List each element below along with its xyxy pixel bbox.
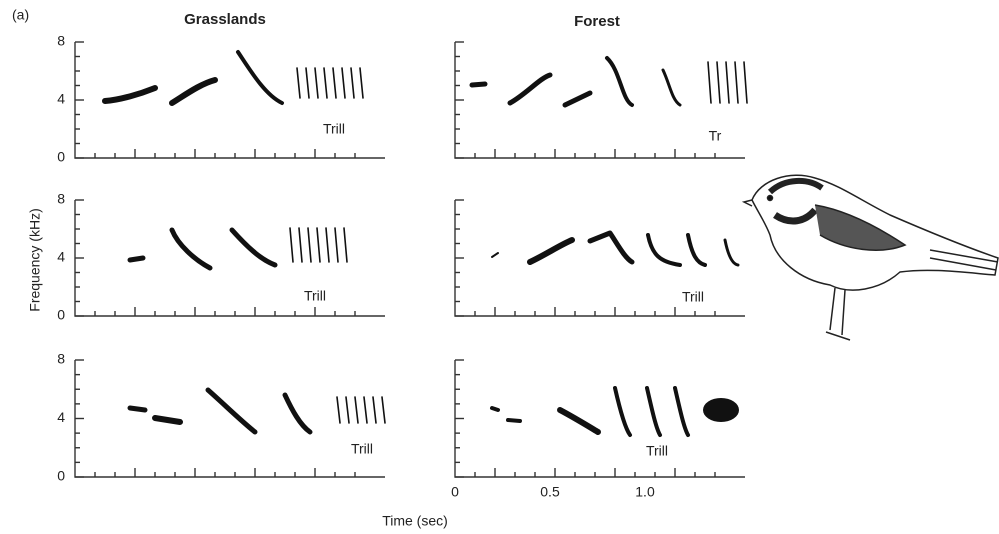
column-title: Forest — [574, 13, 620, 30]
spectrogram-note — [507, 72, 553, 106]
spectrogram-note — [557, 407, 601, 435]
trill-stroke — [298, 227, 303, 263]
y-tick-label: 8 — [57, 191, 65, 207]
trill-stroke — [305, 67, 310, 99]
figure-label: (a) — [12, 7, 29, 23]
spectrogram-note — [673, 386, 690, 437]
panel-annotation: Trill — [682, 289, 704, 305]
trill-stroke — [316, 227, 321, 263]
column-title: Grasslands — [184, 11, 266, 28]
spectrogram-note — [506, 418, 522, 423]
x-tick-label: 0.5 — [540, 484, 560, 500]
y-tick-label: 0 — [57, 149, 65, 165]
trill-stroke — [381, 396, 386, 424]
x-tick-label: 1.0 — [635, 484, 655, 500]
spectrogram-note — [127, 255, 146, 263]
spectrogram-note — [587, 230, 635, 265]
y-tick-label: 4 — [57, 91, 65, 107]
axis — [454, 42, 745, 159]
panel-annotation: Trill — [646, 443, 668, 459]
trill-stroke — [725, 61, 730, 104]
trill-stroke — [354, 396, 359, 424]
spectrogram-note — [605, 56, 634, 107]
spectrogram-note — [229, 227, 278, 268]
trill-stroke — [332, 67, 337, 99]
spectrogram-note — [102, 85, 158, 104]
panel-annotation: Tr — [709, 128, 722, 144]
bird-illustration — [741, 174, 999, 341]
axis — [74, 200, 385, 317]
trill-stroke — [334, 227, 339, 263]
spectrogram-note — [686, 233, 707, 267]
y-axis-title: Frequency (kHz) — [27, 208, 43, 311]
trill-stroke — [296, 67, 301, 99]
spectrogram-note — [490, 406, 500, 412]
trill-stroke — [372, 396, 377, 424]
spectrogram-note — [703, 398, 739, 422]
y-tick-label: 4 — [57, 409, 65, 425]
trill-stroke — [363, 396, 368, 424]
spectrogram-note — [169, 77, 218, 106]
y-tick-label: 0 — [57, 307, 65, 323]
spectrogram-note — [169, 227, 213, 271]
spectrogram-note — [152, 415, 183, 425]
spectrogram-note — [527, 237, 575, 265]
spectrogram-note — [469, 81, 488, 88]
panel-annotation: Trill — [351, 441, 373, 457]
trill-stroke — [323, 67, 328, 99]
trill-stroke — [345, 396, 350, 424]
trill-stroke — [359, 67, 364, 99]
trill-stroke — [341, 67, 346, 99]
spectrogram-note — [723, 238, 740, 267]
y-tick-label: 8 — [57, 351, 65, 367]
spectrogram-note — [491, 252, 499, 258]
spectrogram-note — [236, 50, 284, 105]
x-axis-title: Time (sec) — [382, 513, 448, 529]
panel-annotation: Trill — [323, 121, 345, 137]
trill-stroke — [343, 227, 348, 263]
y-tick-label: 8 — [57, 33, 65, 49]
trill-stroke — [325, 227, 330, 263]
spectrogram-note — [645, 386, 662, 437]
trill-stroke — [743, 61, 748, 104]
trill-stroke — [314, 67, 319, 99]
trill-stroke — [716, 61, 721, 104]
y-tick-label: 4 — [57, 249, 65, 265]
axis — [74, 360, 385, 478]
spectrogram-note — [562, 90, 593, 108]
spectrogram-note — [282, 392, 313, 435]
spectrogram-note — [661, 68, 682, 107]
spectrogram-note — [127, 405, 148, 413]
trill-stroke — [289, 227, 294, 263]
panel-annotation: Trill — [304, 288, 326, 304]
trill-stroke — [350, 67, 355, 99]
axis — [454, 360, 745, 478]
spectrogram-note — [613, 386, 632, 437]
trill-stroke — [336, 396, 341, 424]
trill-stroke — [707, 61, 712, 104]
trill-stroke — [734, 61, 739, 104]
x-tick-label: 0 — [451, 484, 459, 500]
spectrogram-note — [205, 387, 258, 435]
y-tick-label: 0 — [57, 468, 65, 484]
spectrogram-note — [646, 233, 682, 267]
trill-stroke — [307, 227, 312, 263]
